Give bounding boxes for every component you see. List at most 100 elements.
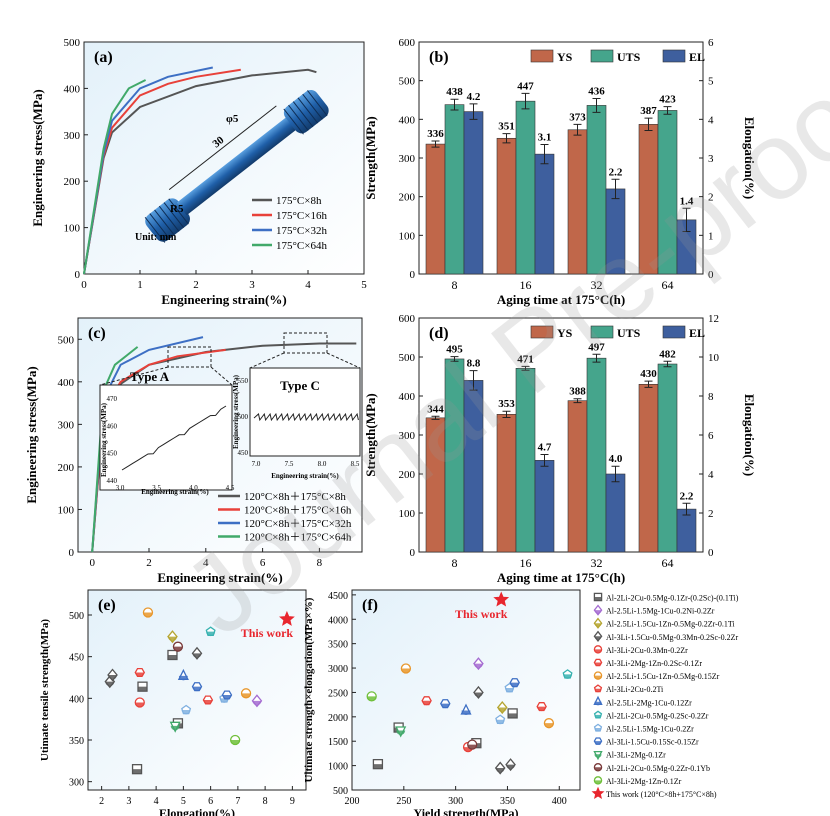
legend-label: Al-2Li-2Cu-0.5Mg-0.2Zr-0.1Yb (606, 764, 710, 773)
panel-f-point-fill (373, 764, 383, 769)
panel-b-xtick-label: 32 (591, 278, 603, 292)
legend-label: UTS (617, 50, 641, 64)
panel-e-ylabel: Utimate tensile strength(MPa) (39, 619, 51, 761)
panel-d-value-label: 471 (517, 353, 534, 365)
panel-e-xtick-label: 5 (181, 796, 186, 807)
panel-f-xtick-label: 400 (552, 796, 567, 807)
panel-d-value-label: 497 (588, 341, 605, 353)
panel-e-ytick-label: 500 (69, 611, 84, 622)
specimen-thread (149, 213, 170, 240)
panel-b-value-label: 447 (517, 80, 534, 92)
zoom-connector (99, 366, 169, 386)
legend-label: Al-2Li-2Cu-0.5Mg-0.2Sc-0.2Zr (606, 711, 709, 720)
panel-f-ytick-label: 4000 (328, 615, 348, 626)
panel-b-errbar (450, 98, 459, 111)
panel-e-xlabel: Elongation(%) (159, 806, 235, 816)
panel-f-point-fill (505, 688, 515, 693)
specimen-thread (168, 198, 189, 225)
panel-e-point-fill (135, 702, 145, 707)
inset-a-curve (121, 405, 227, 471)
panel-c-xlabel: Engineering strain(%) (157, 570, 282, 585)
legend-marker (591, 786, 605, 800)
inset-a-xtick-label: 4.0 (189, 484, 198, 492)
specimen-thread (163, 202, 185, 229)
legend-marker-fill (594, 714, 602, 719)
panel-f-point-fill (506, 764, 516, 770)
legend-label: 175°C×64h (276, 240, 327, 252)
legend-label: Al-3Li-2Mg-0.1Zr (606, 751, 666, 760)
panel-b-tag: (b) (429, 49, 449, 66)
panel-e-point-fill (105, 681, 115, 687)
panel-b-bar-YS (567, 129, 588, 275)
panel-d-bar-YS (425, 417, 446, 553)
panel-e-point-fill (170, 725, 180, 731)
panel-e-ytick-label: 350 (69, 736, 84, 747)
panel-f-annotation: This work (455, 607, 508, 621)
panel-d-ylabel: Strength(MPa) (363, 393, 378, 477)
panel-f-point-fill (473, 692, 483, 697)
panel-b-xtick-label: 16 (520, 278, 532, 292)
panel-b-ytick-label: 500 (399, 76, 416, 88)
panel-d-bar-EL (463, 380, 484, 553)
panel-e-tag: (e) (98, 597, 116, 614)
panel-b-y2tick-label: 2 (708, 192, 714, 204)
panel-b-errbar (682, 207, 691, 232)
panel-d-ytick-label: 400 (399, 391, 416, 403)
legend-marker-fill (594, 597, 602, 601)
panel-f-ytick-label: 4500 (328, 591, 348, 602)
panel-a-ytick-label: 500 (64, 37, 81, 49)
panel-d-y2tick-label: 10 (708, 352, 720, 364)
panel-e-annotation: This work (241, 626, 294, 640)
panel-d-xtick-label: 16 (520, 556, 532, 570)
panel-d-value-label: 430 (640, 368, 657, 380)
panel-b-bar-EL (463, 111, 484, 275)
panel-d-xtick-label: 8 (452, 556, 458, 570)
inset-c-xtick-label: 7.5 (285, 460, 294, 468)
panel-d-errbar (431, 415, 440, 420)
panel-e-point-fill (167, 636, 177, 642)
panel-e-point-fill (135, 672, 145, 677)
legend-marker-fill (594, 688, 602, 693)
legend-label: Al-3Li-2Cu-0.3Mn-0.2Zr (606, 646, 688, 655)
legend-label: 120°C×8h＋175°C×8h (244, 491, 346, 503)
panel-c-ytick-label: 300 (58, 419, 75, 431)
panel-d-value-label: 495 (446, 344, 463, 356)
panel-e-point-fill (192, 686, 202, 692)
panel-c-xtick-label: 8 (317, 557, 323, 569)
panel-f-point-fill (422, 700, 432, 706)
legend-marker-fill (594, 741, 602, 745)
inset-c-box (249, 367, 361, 457)
panel-f-point-fill (367, 696, 377, 701)
panel-d-bar-EL (676, 508, 697, 553)
panel-b-ytick-label: 600 (399, 37, 416, 49)
panel-f-point-fill (495, 768, 505, 773)
panel-a-ytick-label: 0 (75, 269, 81, 281)
panel-e-ytick-label: 400 (69, 694, 84, 705)
panel-d-errbar (663, 360, 672, 368)
panel-b-value-label: 438 (446, 86, 463, 98)
panel-c-frame (77, 317, 363, 553)
panel-f-ytick-label: 500 (333, 786, 348, 797)
legend-label: EL (689, 50, 705, 64)
panel-e-point-fill (178, 675, 188, 681)
legend-marker-fill (594, 780, 602, 784)
legend-swatch (662, 49, 686, 63)
panel-c-ytick-label: 100 (58, 504, 75, 516)
zoom-box-c (283, 332, 328, 354)
legend-marker-fill (594, 728, 602, 732)
panel-d-ytick-label: 100 (399, 508, 416, 520)
legend-swatch (590, 49, 614, 63)
legend-label: EL (689, 326, 705, 340)
panel-b-bar-UTS (444, 104, 465, 275)
panel-e-xtick-label: 6 (208, 796, 213, 807)
panel-b-ytick-label: 300 (399, 153, 416, 165)
legend-label: 120°C×8h＋175°C×16h (244, 505, 352, 517)
legend-marker-fill (594, 767, 602, 771)
panel-f-point-fill (495, 719, 505, 725)
legend-label: 120°C×8h＋175°C×32h (244, 518, 352, 530)
panel-e-point-fill (167, 655, 177, 660)
specimen-thread (154, 209, 175, 236)
legend-label: YS (557, 50, 573, 64)
panel-f-xtick-label: 350 (500, 796, 515, 807)
panel-e-xtick-label: 3 (126, 796, 131, 807)
